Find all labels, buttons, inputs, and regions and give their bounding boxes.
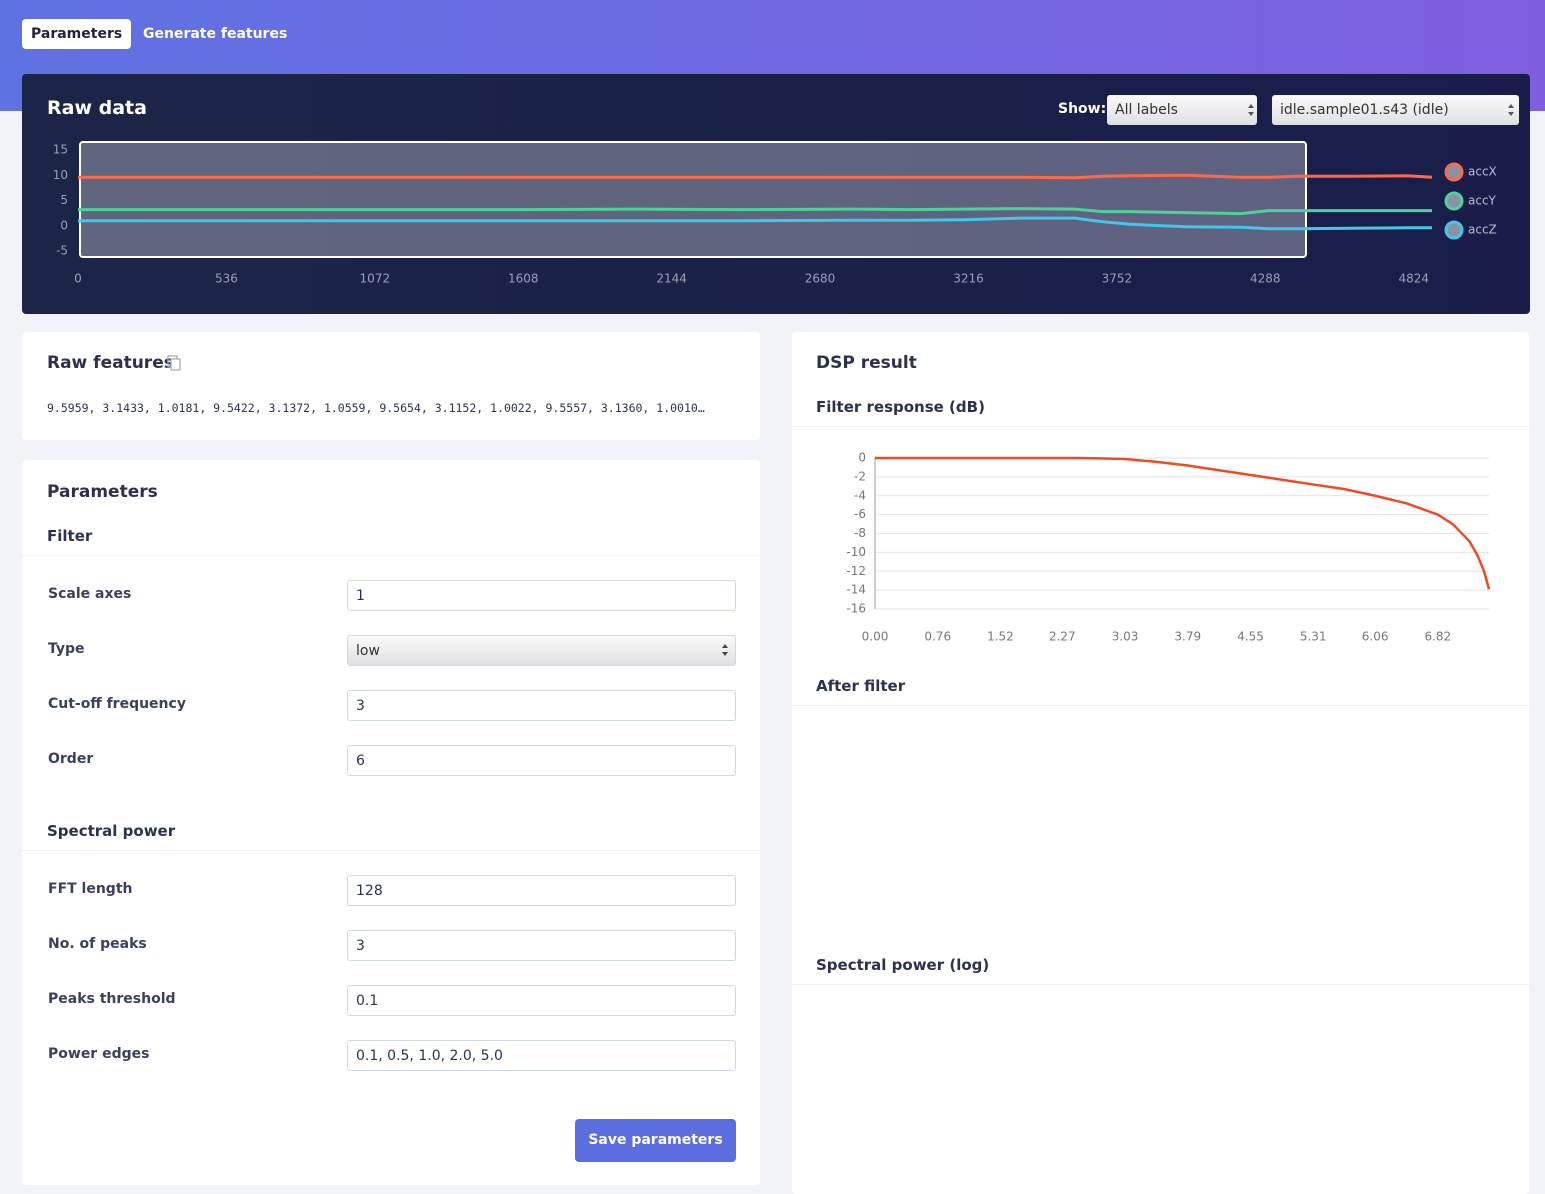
x-tick-label: 3.03 <box>1112 630 1139 644</box>
y-tick-label: 0 <box>60 218 68 232</box>
legend-marker <box>1444 162 1464 182</box>
legend-marker <box>1444 191 1464 211</box>
y-tick-label: -16 <box>846 602 866 616</box>
text-input[interactable]: 6 <box>347 745 736 776</box>
label-select[interactable]: All labels <box>1107 95 1257 125</box>
x-tick-label: 3216 <box>953 272 984 286</box>
y-tick-label: -10 <box>846 545 866 559</box>
x-tick-label: 1072 <box>360 272 391 286</box>
field-label: No. of peaks <box>48 936 147 952</box>
y-tick-label: -14 <box>846 583 866 597</box>
legend-label: accX <box>1468 165 1497 179</box>
select-arrow <box>1508 104 1514 116</box>
field-label: FFT length <box>48 881 133 897</box>
x-tick-label: 4288 <box>1250 272 1281 286</box>
y-tick-label: -4 <box>854 488 866 502</box>
select-arrow <box>1248 104 1254 116</box>
y-tick-label: -12 <box>846 564 866 578</box>
field-label: Type <box>48 641 85 657</box>
x-tick-label: 1.52 <box>987 630 1014 644</box>
text-input[interactable]: 3 <box>347 930 736 961</box>
text-input[interactable]: 0.1 <box>347 985 736 1016</box>
x-tick-label: 0.00 <box>862 630 889 644</box>
y-tick-label: 10 <box>53 168 68 182</box>
divider <box>792 705 1529 706</box>
card-title: Raw features <box>47 353 174 373</box>
card-title: DSP result <box>816 353 917 373</box>
x-tick-label: 3.79 <box>1174 630 1201 644</box>
field-label: Peaks threshold <box>48 991 176 1007</box>
x-tick-label: 1608 <box>508 272 539 286</box>
text-input[interactable]: 1 <box>347 580 736 611</box>
y-tick-label: -2 <box>854 469 866 483</box>
features-text: 9.5959, 3.1433, 1.0181, 9.5422, 3.1372, … <box>47 401 705 415</box>
x-tick-label: 6.82 <box>1424 630 1451 644</box>
x-tick-label: 4824 <box>1398 272 1429 286</box>
field-label: Order <box>48 751 94 767</box>
sample-select[interactable]: idle.sample01.s43 (idle) <box>1272 95 1519 125</box>
text-input[interactable]: 128 <box>347 875 736 906</box>
section-title: Filter <box>47 527 93 545</box>
raw-features-card: Raw features 9.5959, 3.1433, 1.0181, 9.5… <box>22 332 760 440</box>
section-title: Spectral power <box>47 822 176 840</box>
x-tick-label: 0 <box>74 272 82 286</box>
divider <box>792 426 1529 427</box>
legend-label: accY <box>1468 194 1497 208</box>
select-arrow <box>722 644 728 656</box>
card-title: Parameters <box>47 482 158 502</box>
x-tick-label: 2.27 <box>1049 630 1076 644</box>
field-label: Power edges <box>48 1046 150 1062</box>
y-tick-label: 0 <box>858 451 866 465</box>
data-line <box>875 456 1491 590</box>
dsp-card: DSP result Filter response (dB) 0 -2 -4 -6 -… <box>792 332 1529 1194</box>
x-tick-label: 3752 <box>1102 272 1133 286</box>
x-tick-label: 5.31 <box>1300 630 1327 644</box>
card-title: Raw data <box>47 97 147 119</box>
section-title: Filter response (dB) <box>816 398 985 416</box>
divider <box>22 555 760 556</box>
y-tick-label: -8 <box>854 526 866 540</box>
data-line <box>78 216 1432 231</box>
data-line <box>78 207 1432 216</box>
x-tick-label: 0.76 <box>924 630 951 644</box>
section-title: Spectral power (log) <box>816 956 990 974</box>
select[interactable]: low <box>347 635 736 666</box>
legend-marker <box>1444 220 1464 240</box>
filter-chart: 0 -2 -4 -6 -8 -10 -12 -14 -16 0.00 0.76 1.52 2.27 3.0… <box>846 451 1491 644</box>
tab[interactable]: Generate features <box>143 26 288 42</box>
divider <box>22 850 760 851</box>
data-line <box>78 173 1433 180</box>
x-tick-label: 6.06 <box>1362 630 1389 644</box>
legend-label: accZ <box>1468 223 1497 237</box>
section-title: After filter <box>816 677 906 695</box>
x-tick-label: 2680 <box>805 272 836 286</box>
window-selection <box>79 141 1307 258</box>
tab-active[interactable]: Parameters <box>22 19 132 49</box>
parameters-card: Parameters Filter Scale axes 1 Type low Cut-o… <box>22 460 760 1185</box>
raw-chart: 15 10 5 0 -5 0 536 1072 1608 2144 2680 3216 3752 4288… <box>53 141 1497 286</box>
divider <box>792 984 1529 985</box>
y-tick-label: -5 <box>56 244 68 258</box>
x-tick-label: 536 <box>215 272 238 286</box>
save-button[interactable]: Save parameters <box>575 1119 736 1162</box>
y-tick-label: 5 <box>60 193 68 207</box>
text-input[interactable]: 3 <box>347 690 736 721</box>
x-tick-label: 4.55 <box>1237 630 1264 644</box>
field-label: Cut-off frequency <box>48 696 186 712</box>
x-tick-label: 2144 <box>656 272 687 286</box>
show-label: Show: <box>1058 101 1107 117</box>
y-tick-label: -6 <box>854 507 866 521</box>
copy-icon[interactable] <box>167 355 181 371</box>
raw-data-card: Raw data Show: All labels idle.sample01.… <box>22 74 1530 314</box>
field-label: Scale axes <box>48 586 132 602</box>
text-input[interactable]: 0.1, 0.5, 1.0, 2.0, 5.0 <box>347 1040 736 1071</box>
y-tick-label: 15 <box>53 143 68 157</box>
